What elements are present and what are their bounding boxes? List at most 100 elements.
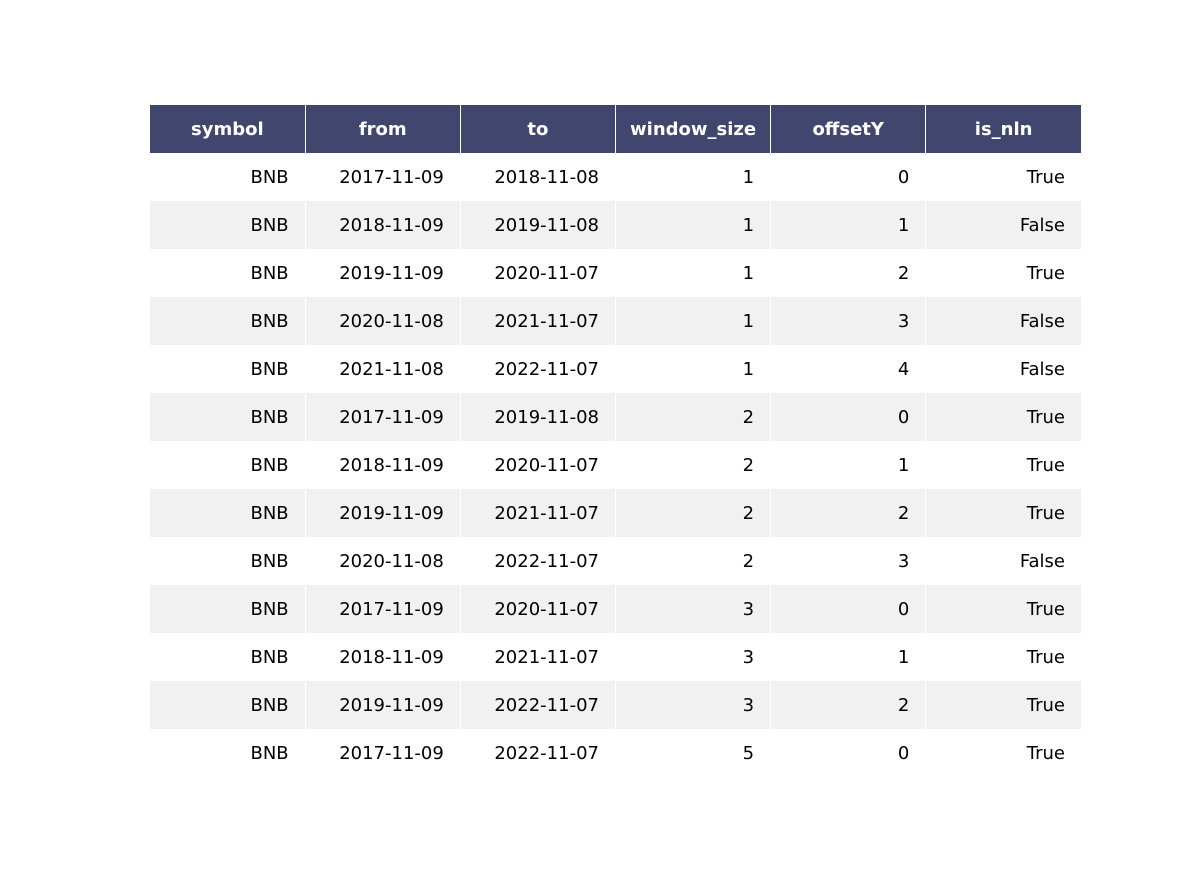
table-cell-is-nln: True — [925, 681, 1081, 729]
table-cell-from: 2017-11-09 — [305, 393, 461, 441]
table-cell-is-nln: False — [925, 537, 1081, 585]
table-cell-from: 2019-11-09 — [305, 489, 461, 537]
table-cell-to: 2021-11-07 — [460, 633, 616, 681]
table-row: BNB 2019-11-09 2020-11-07 1 2 True — [150, 249, 1081, 297]
table-body: BNB 2017-11-09 2018-11-08 1 0 True BNB 2018-11-… — [150, 153, 1081, 777]
table-cell-offsety: 0 — [770, 585, 927, 633]
table-cell-offsety: 3 — [770, 297, 927, 345]
table-cell-offsety: 2 — [770, 489, 927, 537]
table-cell-is-nln: True — [925, 585, 1081, 633]
table-cell-to: 2020-11-07 — [460, 249, 616, 297]
column-header-window-size: window_size — [615, 105, 772, 153]
table-row: BNB 2019-11-09 2021-11-07 2 2 True — [150, 489, 1081, 537]
table-cell-symbol: BNB — [150, 489, 306, 537]
table-cell-from: 2019-11-09 — [305, 249, 461, 297]
table-cell-from: 2018-11-09 — [305, 633, 461, 681]
table-cell-symbol: BNB — [150, 729, 306, 777]
table-cell-is-nln: True — [925, 249, 1081, 297]
header-row: symbol from to window_size offsetY is_nln — [150, 105, 1081, 153]
table-row: BNB 2018-11-09 2020-11-07 2 1 True — [150, 441, 1081, 489]
table-cell-from: 2021-11-08 — [305, 345, 461, 393]
table-cell-from: 2020-11-08 — [305, 297, 461, 345]
table-cell-is-nln: False — [925, 345, 1081, 393]
table-cell-window-size: 2 — [615, 489, 772, 537]
table-cell-to: 2020-11-07 — [460, 585, 616, 633]
column-header-from: from — [305, 105, 461, 153]
table-cell-from: 2019-11-09 — [305, 681, 461, 729]
column-header-offsety: offsetY — [770, 105, 927, 153]
table-cell-offsety: 0 — [770, 729, 927, 777]
table-row: BNB 2017-11-09 2018-11-08 1 0 True — [150, 153, 1081, 201]
column-header-is-nln: is_nln — [925, 105, 1081, 153]
table-cell-offsety: 2 — [770, 681, 927, 729]
table-cell-to: 2019-11-08 — [460, 201, 616, 249]
table-cell-from: 2018-11-09 — [305, 201, 461, 249]
table-cell-from: 2017-11-09 — [305, 585, 461, 633]
table-cell-window-size: 1 — [615, 201, 772, 249]
table-cell-offsety: 1 — [770, 201, 927, 249]
table-cell-symbol: BNB — [150, 201, 306, 249]
table-row: BNB 2020-11-08 2022-11-07 2 3 False — [150, 537, 1081, 585]
table-cell-is-nln: True — [925, 393, 1081, 441]
data-table-container: symbol from to window_size offsetY is_nln BNB… — [150, 105, 1081, 777]
data-table: symbol from to window_size offsetY is_nln BNB… — [150, 105, 1081, 777]
table-cell-window-size: 2 — [615, 441, 772, 489]
table-cell-from: 2018-11-09 — [305, 441, 461, 489]
table-cell-is-nln: True — [925, 729, 1081, 777]
table-row: BNB 2021-11-08 2022-11-07 1 4 False — [150, 345, 1081, 393]
table-row: BNB 2020-11-08 2021-11-07 1 3 False — [150, 297, 1081, 345]
table-cell-offsety: 4 — [770, 345, 927, 393]
column-header-symbol: symbol — [150, 105, 306, 153]
table-cell-to: 2021-11-07 — [460, 297, 616, 345]
table-row: BNB 2019-11-09 2022-11-07 3 2 True — [150, 681, 1081, 729]
table-header: symbol from to window_size offsetY is_nln — [150, 105, 1081, 153]
table-cell-window-size: 1 — [615, 297, 772, 345]
table-cell-from: 2017-11-09 — [305, 153, 461, 201]
table-cell-symbol: BNB — [150, 153, 306, 201]
table-cell-symbol: BNB — [150, 585, 306, 633]
table-cell-window-size: 1 — [615, 153, 772, 201]
table-cell-to: 2019-11-08 — [460, 393, 616, 441]
table-row: BNB 2018-11-09 2021-11-07 3 1 True — [150, 633, 1081, 681]
table-cell-window-size: 2 — [615, 537, 772, 585]
table-cell-to: 2022-11-07 — [460, 345, 616, 393]
table-cell-symbol: BNB — [150, 345, 306, 393]
table-cell-offsety: 2 — [770, 249, 927, 297]
table-row: BNB 2017-11-09 2019-11-08 2 0 True — [150, 393, 1081, 441]
table-cell-is-nln: True — [925, 633, 1081, 681]
table-cell-offsety: 0 — [770, 393, 927, 441]
table-cell-is-nln: True — [925, 489, 1081, 537]
table-cell-symbol: BNB — [150, 441, 306, 489]
table-row: BNB 2017-11-09 2020-11-07 3 0 True — [150, 585, 1081, 633]
table-row: BNB 2018-11-09 2019-11-08 1 1 False — [150, 201, 1081, 249]
table-cell-symbol: BNB — [150, 681, 306, 729]
table-cell-window-size: 3 — [615, 633, 772, 681]
table-cell-window-size: 1 — [615, 249, 772, 297]
column-header-to: to — [460, 105, 616, 153]
table-cell-symbol: BNB — [150, 393, 306, 441]
table-cell-offsety: 3 — [770, 537, 927, 585]
table-cell-to: 2020-11-07 — [460, 441, 616, 489]
table-cell-offsety: 1 — [770, 441, 927, 489]
table-cell-to: 2021-11-07 — [460, 489, 616, 537]
table-cell-to: 2022-11-07 — [460, 681, 616, 729]
table-cell-symbol: BNB — [150, 249, 306, 297]
table-cell-window-size: 1 — [615, 345, 772, 393]
table-cell-offsety: 0 — [770, 153, 927, 201]
table-cell-window-size: 5 — [615, 729, 772, 777]
table-cell-to: 2022-11-07 — [460, 537, 616, 585]
table-cell-window-size: 3 — [615, 585, 772, 633]
table-cell-symbol: BNB — [150, 297, 306, 345]
table-cell-symbol: BNB — [150, 633, 306, 681]
table-cell-window-size: 3 — [615, 681, 772, 729]
table-cell-to: 2018-11-08 — [460, 153, 616, 201]
table-cell-from: 2017-11-09 — [305, 729, 461, 777]
table-cell-offsety: 1 — [770, 633, 927, 681]
table-cell-is-nln: False — [925, 297, 1081, 345]
table-cell-to: 2022-11-07 — [460, 729, 616, 777]
table-cell-is-nln: True — [925, 441, 1081, 489]
table-cell-symbol: BNB — [150, 537, 306, 585]
table-cell-from: 2020-11-08 — [305, 537, 461, 585]
table-cell-window-size: 2 — [615, 393, 772, 441]
table-cell-is-nln: False — [925, 201, 1081, 249]
